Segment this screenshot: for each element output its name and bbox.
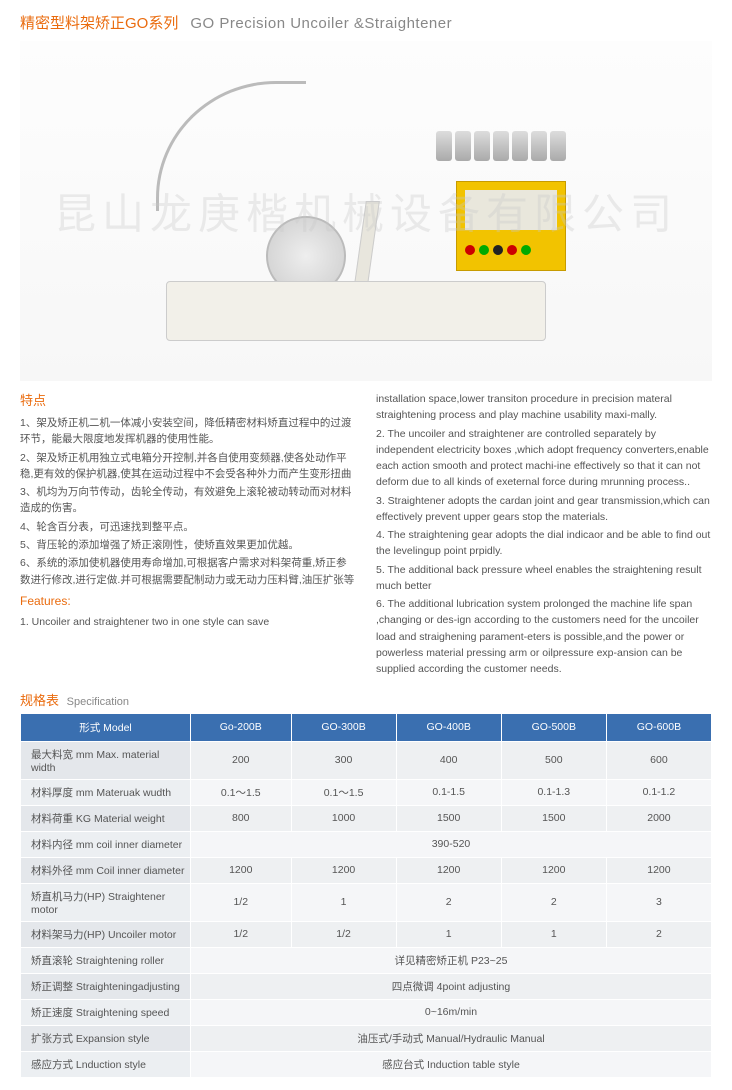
- row-value: 500: [501, 741, 606, 779]
- table-row: 矫直滚轮 Straightening roller详见精密矫正机 P23~25: [21, 947, 712, 973]
- features-right: installation space,lower transiton proce…: [376, 391, 712, 680]
- features-head-cn: 特点: [20, 391, 356, 411]
- row-span-value: 油压式/手动式 Manual/Hydraulic Manual: [191, 1025, 712, 1051]
- table-row: 材料外径 mm Coil inner diameter1200120012001…: [21, 857, 712, 883]
- row-label: 矫直滚轮 Straightening roller: [21, 947, 191, 973]
- row-value: 300: [291, 741, 396, 779]
- table-row: 矫直机马力(HP) Straightener motor1/21223: [21, 883, 712, 921]
- row-span-value: 四点微调 4point adjusting: [191, 973, 712, 999]
- row-label: 矫正调整 Straighteningadjusting: [21, 973, 191, 999]
- feature-en-item: 4. The straightening gear adopts the dia…: [376, 527, 712, 560]
- feature-cn-item: 3、机均为万向节传动，齿轮全传动，有效避免上滚轮被动转动而对材料造成的伤害。: [20, 484, 356, 517]
- row-value: 2000: [606, 805, 711, 831]
- row-span-value: 详见精密矫正机 P23~25: [191, 947, 712, 973]
- col-model-label: 形式 Model: [21, 713, 191, 741]
- features-columns: 特点 1、架及矫正机二机一体减小安装空间，降低精密材料矫直过程中的过渡环节，能最…: [20, 391, 712, 680]
- row-value: 1200: [291, 857, 396, 883]
- feature-cn-item: 5、背压轮的添加增强了矫正滚刚性，使矫直效果更加优越。: [20, 537, 356, 553]
- row-value: 1: [501, 921, 606, 947]
- features-left: 特点 1、架及矫正机二机一体减小安装空间，降低精密材料矫直过程中的过渡环节，能最…: [20, 391, 356, 680]
- row-label: 最大料宽 mm Max. material width: [21, 741, 191, 779]
- row-value: 0.1-1.5: [396, 779, 501, 805]
- row-label: 材料架马力(HP) Uncoiler motor: [21, 921, 191, 947]
- row-value: 0.1～1.5: [291, 779, 396, 805]
- table-row: 矫正调整 Straighteningadjusting四点微调 4point a…: [21, 973, 712, 999]
- table-row: 材料厚度 mm Materuak wudth0.1～1.50.1～1.50.1-…: [21, 779, 712, 805]
- row-value: 3: [606, 883, 711, 921]
- row-span-value: 390-520: [191, 831, 712, 857]
- feature-en-item: 3. Straightener adopts the cardan joint …: [376, 493, 712, 526]
- feature-cn-item: 1、架及矫正机二机一体减小安装空间，降低精密材料矫直过程中的过渡环节，能最大限度…: [20, 415, 356, 448]
- col-model: GO-600B: [606, 713, 711, 741]
- row-label: 矫直机马力(HP) Straightener motor: [21, 883, 191, 921]
- row-value: 0.1-1.3: [501, 779, 606, 805]
- title-cn: 精密型料架矫正GO系列: [20, 12, 178, 33]
- table-row: 最大料宽 mm Max. material width2003004005006…: [21, 741, 712, 779]
- row-label: 材料外径 mm Coil inner diameter: [21, 857, 191, 883]
- row-value: 0.1～1.5: [191, 779, 292, 805]
- feature-en-item: 2. The uncoiler and straightener are con…: [376, 426, 712, 491]
- row-value: 1: [396, 921, 501, 947]
- col-model: GO-500B: [501, 713, 606, 741]
- table-row: 材料荷重 KG Material weight80010001500150020…: [21, 805, 712, 831]
- row-value: 2: [396, 883, 501, 921]
- feature-en-item: 5. The additional back pressure wheel en…: [376, 562, 712, 595]
- table-row: 材料内径 mm coil inner diameter390-520: [21, 831, 712, 857]
- row-label: 材料厚度 mm Materuak wudth: [21, 779, 191, 805]
- spec-table: 形式 ModelGo-200BGO-300BGO-400BGO-500BGO-6…: [20, 713, 712, 1078]
- machine-illustration: [126, 61, 606, 361]
- col-model: GO-400B: [396, 713, 501, 741]
- row-value: 400: [396, 741, 501, 779]
- row-value: 1500: [396, 805, 501, 831]
- feature-en-item: 6. The additional lubrication system pro…: [376, 596, 712, 677]
- features-en-lead: 1. Uncoiler and straightener two in one …: [20, 614, 356, 630]
- table-row: 感应方式 Lnduction style感应台式 Induction table…: [21, 1051, 712, 1077]
- title-en: GO Precision Uncoiler &Straightener: [190, 15, 452, 32]
- table-row: 材料架马力(HP) Uncoiler motor1/21/2112: [21, 921, 712, 947]
- row-value: 1200: [191, 857, 292, 883]
- col-model: GO-300B: [291, 713, 396, 741]
- row-value: 2: [501, 883, 606, 921]
- row-value: 1200: [396, 857, 501, 883]
- row-value: 200: [191, 741, 292, 779]
- row-value: 1/2: [291, 921, 396, 947]
- row-label: 材料内径 mm coil inner diameter: [21, 831, 191, 857]
- row-span-value: 0~16m/min: [191, 999, 712, 1025]
- spec-title-en: Specification: [67, 696, 129, 708]
- table-row: 扩张方式 Expansion style油压式/手动式 Manual/Hydra…: [21, 1025, 712, 1051]
- spec-title-cn: 规格表: [20, 693, 59, 708]
- feature-cn-item: 4、轮含百分表，可迅速找到整平点。: [20, 519, 356, 535]
- feature-cn-item: 2、架及矫正机用独立式电箱分开控制,并各自使用变频器,使各处动作平稳,更有效的保…: [20, 450, 356, 483]
- spec-heading: 规格表 Specification: [20, 690, 712, 709]
- row-value: 1500: [501, 805, 606, 831]
- title-bar: 精密型料架矫正GO系列 GO Precision Uncoiler &Strai…: [20, 12, 712, 33]
- row-value: 600: [606, 741, 711, 779]
- feature-en-item: installation space,lower transiton proce…: [376, 391, 712, 424]
- col-model: Go-200B: [191, 713, 292, 741]
- row-label: 感应方式 Lnduction style: [21, 1051, 191, 1077]
- features-head-en: Features:: [20, 592, 356, 611]
- row-label: 材料荷重 KG Material weight: [21, 805, 191, 831]
- row-label: 矫正速度 Straightening speed: [21, 999, 191, 1025]
- row-value: 2: [606, 921, 711, 947]
- row-span-value: 感应台式 Induction table style: [191, 1051, 712, 1077]
- row-value: 1: [291, 883, 396, 921]
- row-value: 1000: [291, 805, 396, 831]
- row-value: 1/2: [191, 921, 292, 947]
- table-row: 矫正速度 Straightening speed0~16m/min: [21, 999, 712, 1025]
- row-value: 1200: [501, 857, 606, 883]
- product-image: 昆山龙庚楷机械设备有限公司: [20, 41, 712, 381]
- feature-cn-item: 6、系统的添加使机器使用寿命增加,可根据客户需求对料架荷重,矫正参数进行修改,进…: [20, 555, 356, 588]
- row-value: 0.1-1.2: [606, 779, 711, 805]
- row-value: 800: [191, 805, 292, 831]
- row-label: 扩张方式 Expansion style: [21, 1025, 191, 1051]
- row-value: 1/2: [191, 883, 292, 921]
- row-value: 1200: [606, 857, 711, 883]
